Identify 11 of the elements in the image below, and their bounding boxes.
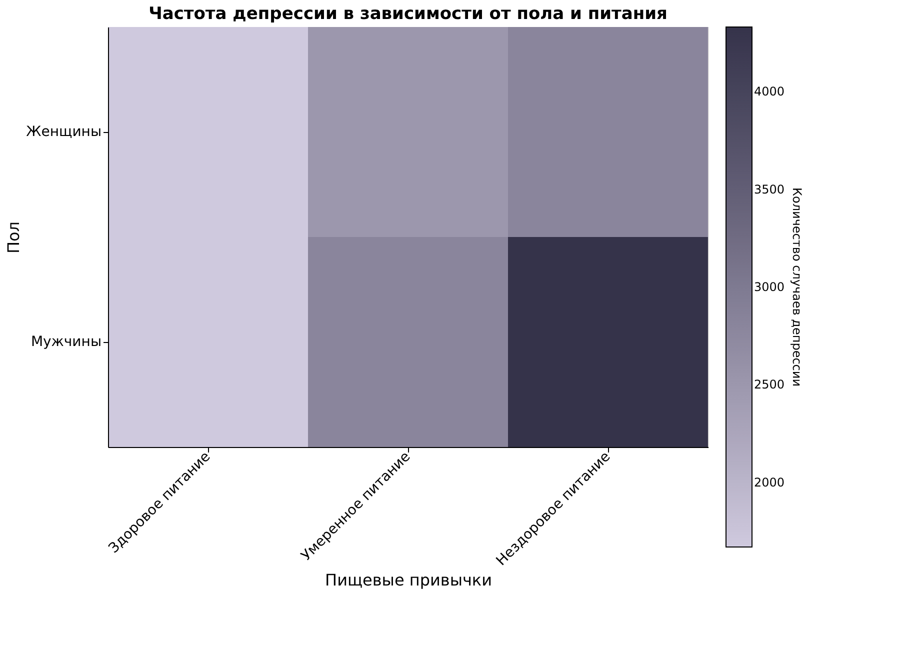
color-bar-label: 3000	[754, 280, 785, 294]
color-bar-label: 3500	[754, 182, 785, 196]
x-axis-title: Пищевые привычки	[325, 570, 492, 590]
color-bar-label: 2500	[754, 378, 785, 392]
chart-title: Частота депрессии в зависимости от пола и питания	[148, 4, 668, 24]
y-axis-title: Пол	[4, 221, 24, 254]
color-bar-title: Количество случаев депрессии	[790, 187, 804, 387]
y-tick-label: Женщины	[26, 124, 102, 140]
color-bar-label: 2000	[754, 475, 785, 490]
color-bar-label: 4000	[754, 84, 785, 99]
y-tick-label: Мужчины	[30, 334, 102, 350]
